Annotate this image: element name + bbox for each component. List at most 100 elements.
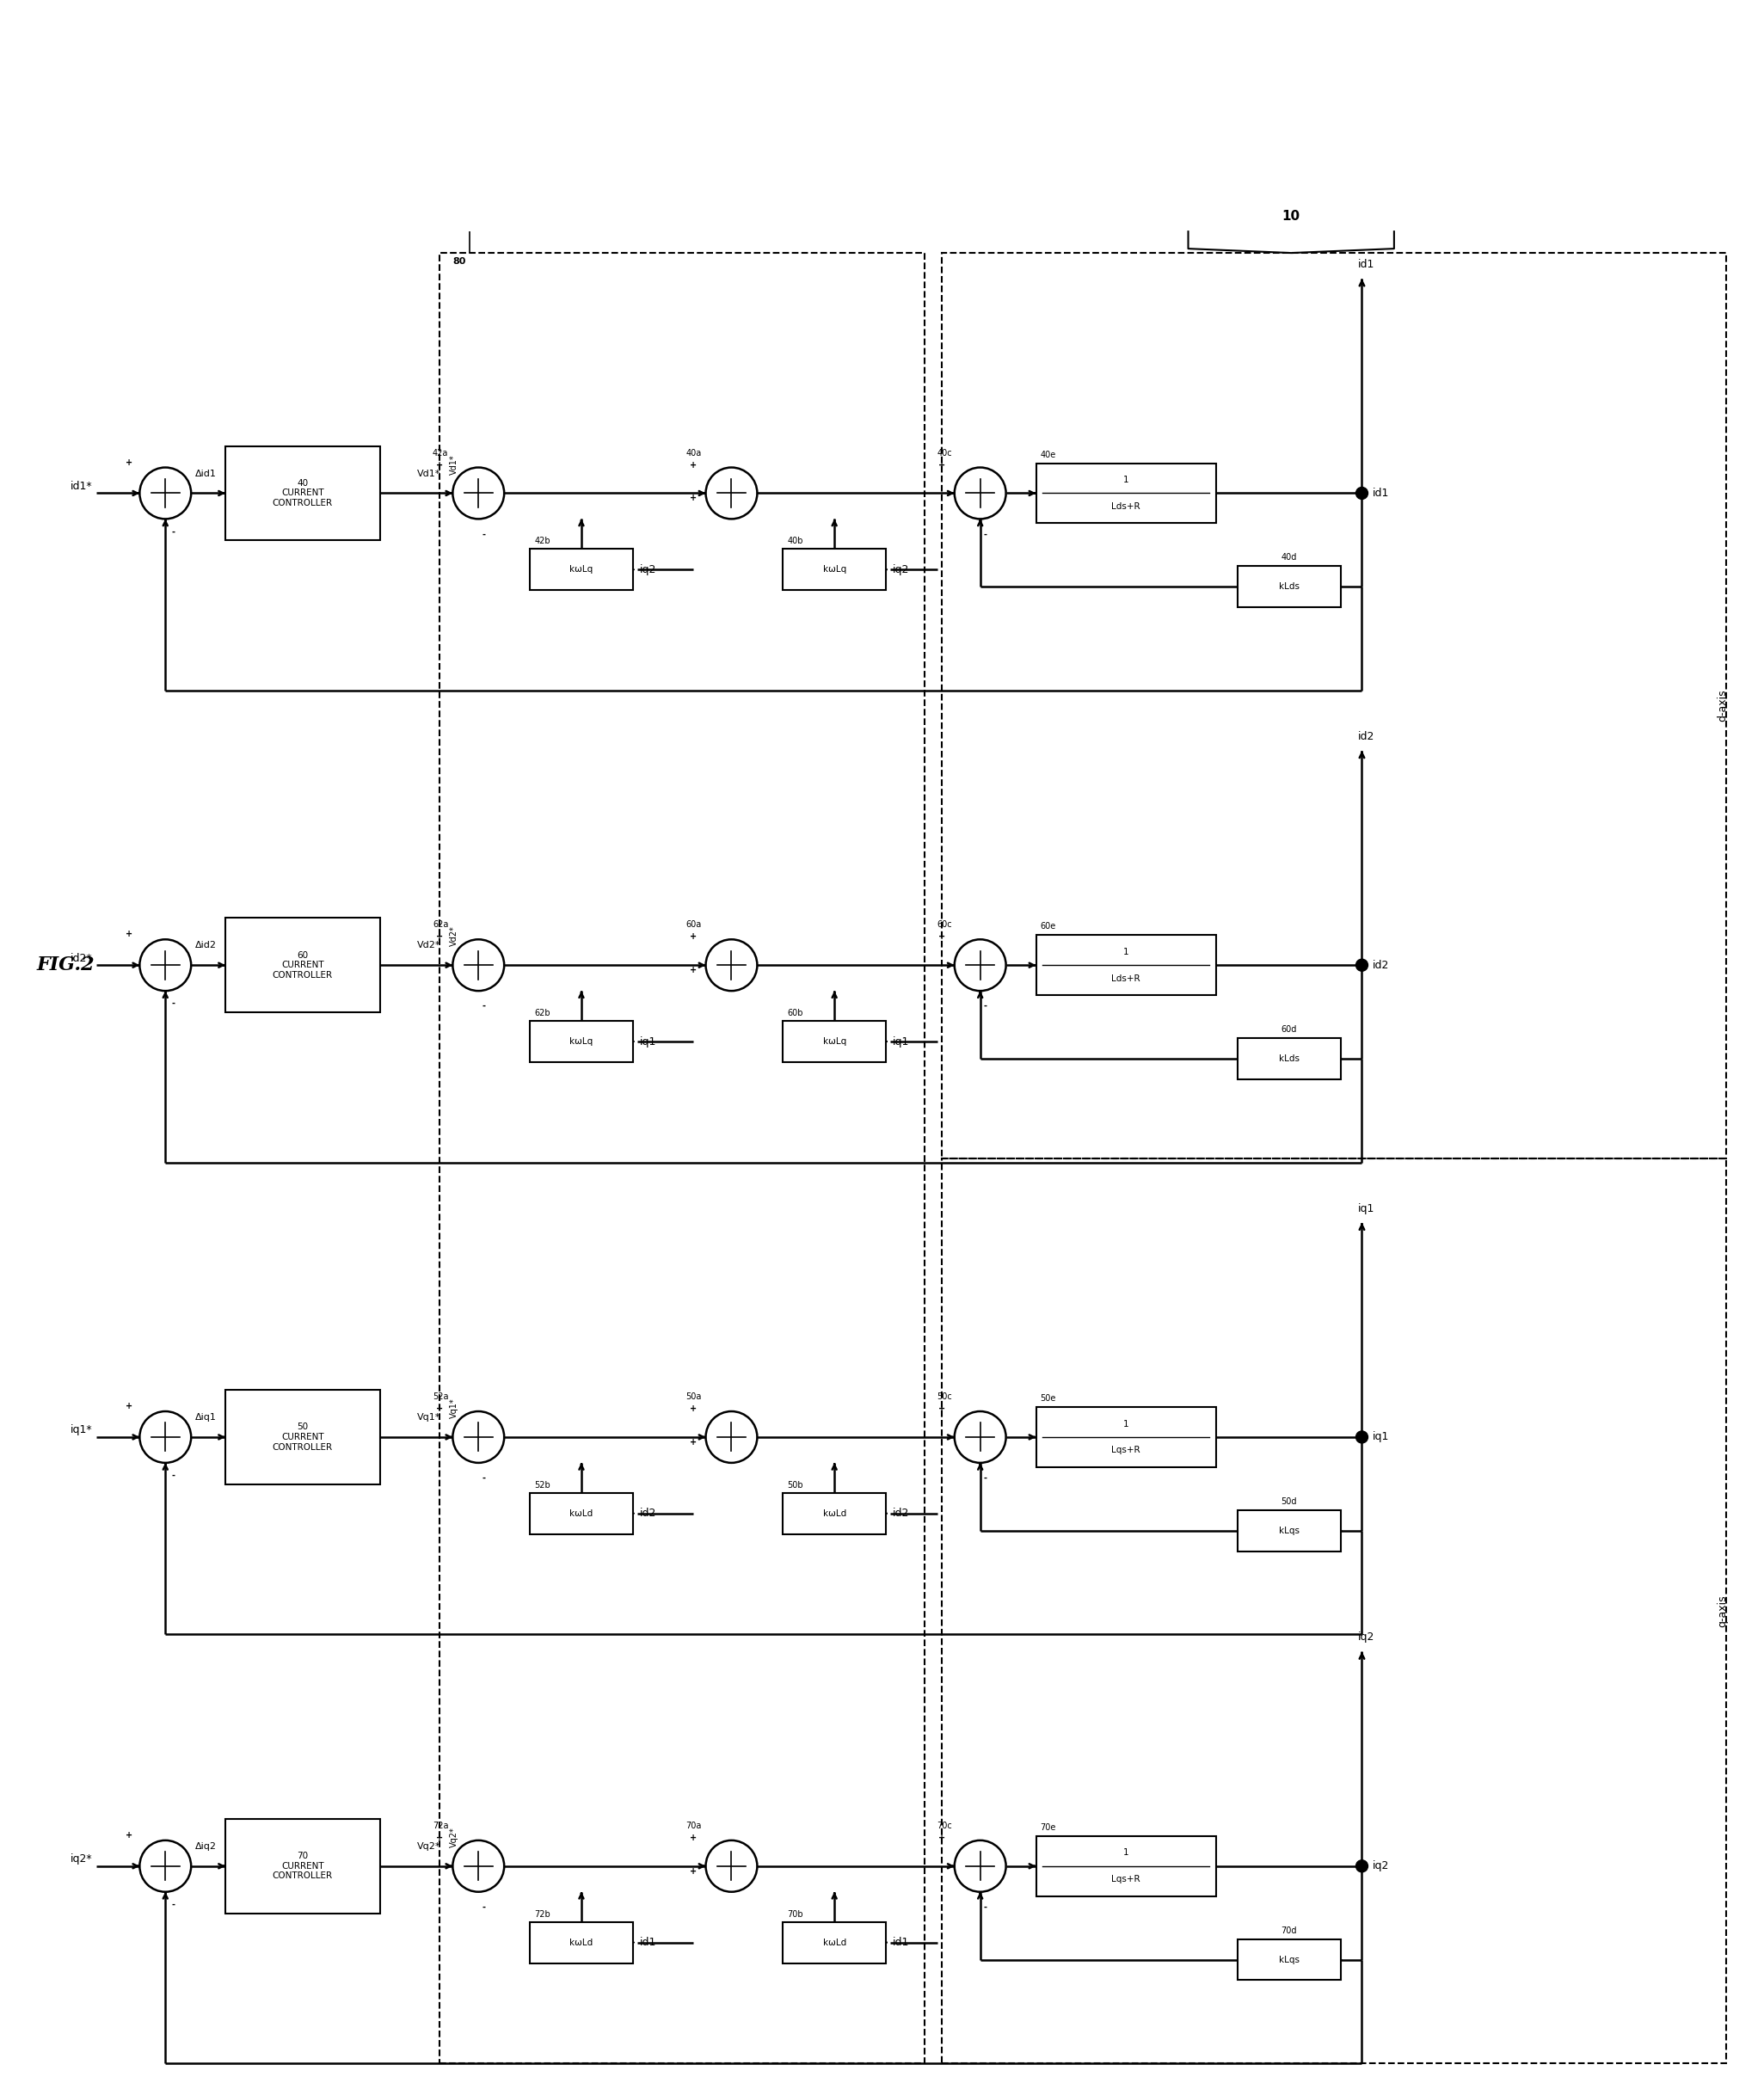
Text: 80: 80 (453, 256, 466, 267)
Circle shape (453, 1841, 505, 1891)
Text: Vq2*: Vq2* (450, 1827, 459, 1848)
Text: iq2*: iq2* (71, 1854, 92, 1864)
Circle shape (954, 1412, 1005, 1462)
Text: id1: id1 (640, 1937, 656, 1948)
Text: 40c: 40c (937, 448, 953, 456)
Circle shape (1357, 487, 1367, 500)
Circle shape (706, 1841, 757, 1891)
Text: +: + (938, 1833, 946, 1841)
Text: 1: 1 (1124, 1848, 1129, 1858)
Text: 40
CURRENT
CONTROLLER: 40 CURRENT CONTROLLER (272, 479, 333, 508)
Text: 50e: 50e (1041, 1394, 1057, 1402)
Circle shape (954, 939, 1005, 992)
Text: 60d: 60d (1281, 1025, 1297, 1033)
Bar (1238, 567, 1341, 608)
Text: 40b: 40b (787, 537, 803, 546)
Text: Δiq2: Δiq2 (196, 1841, 217, 1850)
Text: 40a: 40a (686, 448, 702, 456)
Bar (783, 1923, 886, 1962)
Text: iq1: iq1 (1372, 1431, 1388, 1444)
Text: +: + (690, 1404, 697, 1412)
Text: Vd2*: Vd2* (450, 925, 459, 946)
Circle shape (453, 939, 505, 992)
Circle shape (1357, 958, 1367, 971)
Bar (942, 252, 1727, 1158)
Text: id1: id1 (893, 1937, 910, 1948)
Text: 1: 1 (1124, 475, 1129, 483)
Text: 50d: 50d (1281, 1498, 1297, 1506)
Text: 50c: 50c (937, 1391, 953, 1402)
Text: kωLq: kωLq (570, 564, 593, 575)
Text: Vq1*: Vq1* (450, 1398, 459, 1419)
Bar (783, 1494, 886, 1533)
Text: q-axis: q-axis (1716, 1596, 1727, 1627)
Circle shape (139, 939, 191, 992)
Text: +: + (690, 1437, 697, 1446)
Text: id2: id2 (1358, 731, 1374, 742)
Text: +: + (938, 933, 946, 942)
Text: +: + (125, 458, 132, 467)
Text: kωLd: kωLd (822, 1937, 847, 1948)
Text: -: - (984, 1475, 988, 1483)
Text: iq1*: iq1* (71, 1425, 92, 1435)
Text: 60a: 60a (686, 921, 702, 929)
Text: Vd2*: Vd2* (418, 942, 441, 950)
Text: +: + (436, 933, 443, 942)
Text: +: + (125, 929, 132, 939)
Text: kLqs: kLqs (1279, 1527, 1300, 1535)
Text: d-axis: d-axis (1716, 689, 1727, 721)
Circle shape (954, 1841, 1005, 1891)
Text: iq2: iq2 (1372, 1860, 1388, 1873)
Text: -: - (984, 1002, 988, 1010)
Bar (529, 1923, 633, 1962)
Text: -: - (482, 1904, 485, 1912)
Text: -: - (171, 1471, 175, 1481)
Text: id1: id1 (1372, 487, 1388, 498)
Text: 60c: 60c (937, 921, 953, 929)
Text: -: - (171, 1000, 175, 1008)
Text: -: - (482, 529, 485, 539)
Text: Vd1*: Vd1* (418, 469, 441, 477)
Text: kωLd: kωLd (822, 1508, 847, 1519)
Text: iq2: iq2 (1358, 1631, 1374, 1643)
Text: 70d: 70d (1281, 1927, 1297, 1935)
Text: Lqs+R: Lqs+R (1111, 1875, 1141, 1883)
Text: 60
CURRENT
CONTROLLER: 60 CURRENT CONTROLLER (272, 950, 333, 979)
Text: -: - (482, 1475, 485, 1483)
Text: +: + (125, 1402, 132, 1410)
Text: Δiq1: Δiq1 (196, 1412, 217, 1421)
Text: id2: id2 (1372, 960, 1388, 971)
Text: +: + (690, 460, 697, 469)
Circle shape (139, 1841, 191, 1891)
Text: id1*: id1* (71, 481, 92, 492)
Bar (226, 446, 379, 539)
Text: 70a: 70a (686, 1821, 702, 1831)
Text: 50a: 50a (686, 1391, 702, 1402)
Bar (529, 1021, 633, 1062)
Text: +: + (436, 460, 443, 469)
Text: 42a: 42a (432, 448, 448, 456)
Text: 72a: 72a (432, 1821, 448, 1831)
Bar (529, 1494, 633, 1533)
Text: kLqs: kLqs (1279, 1956, 1300, 1964)
Text: Lds+R: Lds+R (1111, 502, 1141, 510)
Text: -: - (171, 1900, 175, 1908)
Text: iq1: iq1 (1358, 1202, 1374, 1214)
Text: 70c: 70c (937, 1821, 953, 1831)
Text: id2: id2 (640, 1508, 656, 1519)
Bar (1238, 1939, 1341, 1981)
Bar (783, 550, 886, 589)
Text: -: - (984, 1904, 988, 1912)
Bar (942, 1158, 1727, 2064)
Bar (529, 550, 633, 589)
Text: +: + (938, 460, 946, 469)
Text: FIG.2: FIG.2 (37, 956, 95, 975)
Text: kωLd: kωLd (570, 1508, 593, 1519)
Text: 70b: 70b (787, 1910, 803, 1918)
Text: kωLq: kωLq (822, 1037, 847, 1046)
Text: +: + (938, 1404, 946, 1412)
Bar (439, 252, 924, 2064)
Text: 40d: 40d (1281, 554, 1297, 562)
Text: Lds+R: Lds+R (1111, 975, 1141, 983)
Circle shape (139, 1412, 191, 1462)
